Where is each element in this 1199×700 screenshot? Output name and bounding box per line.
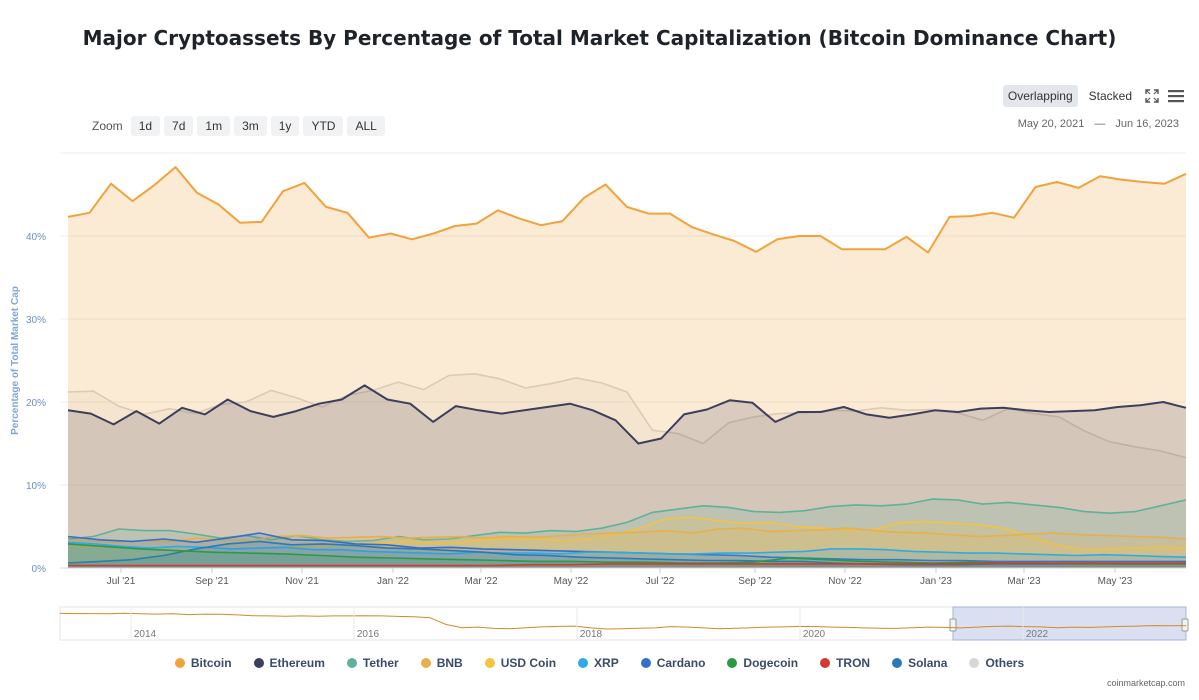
dogecoin-dot-icon	[727, 658, 738, 668]
dogecoin-area	[68, 543, 1186, 568]
ethereum-dot-icon	[253, 658, 264, 668]
legend-label: USD Coin	[500, 656, 557, 670]
x-tick-label: Mar '22	[464, 576, 497, 587]
tether-line	[67, 498, 1187, 543]
chart-mode-toolbar: Overlapping Stacked	[1002, 85, 1185, 107]
overlapping-button[interactable]: Overlapping	[1002, 85, 1078, 107]
x-tick-label: May '22	[554, 576, 589, 587]
x-tick-label: Jul '21	[107, 576, 136, 587]
navigator-handle-left	[949, 618, 957, 632]
cardano-dot-icon	[640, 658, 651, 668]
bitcoin-area	[68, 167, 1186, 568]
navigator-tick-label: 2020	[803, 629, 826, 640]
x-tick-label: Sep '22	[738, 576, 772, 587]
stacked-button[interactable]: Stacked	[1088, 89, 1132, 103]
tether-dot-icon	[346, 658, 357, 668]
zoom-1d-button[interactable]: 1d	[130, 116, 161, 136]
zoom-ytd-button[interactable]: YTD	[303, 116, 344, 136]
zoom-1m-button[interactable]: 1m	[197, 116, 231, 136]
chart-title: Major Cryptoassets By Percentage of Tota…	[82, 26, 1117, 50]
legend-item-usdcoin[interactable]: USD Coin	[484, 656, 557, 670]
usdcoin-area	[68, 517, 1186, 568]
dominance-chart: 0% 10% 20% 30% 40% Percentage of Total Market…	[10, 152, 1189, 641]
credit-text: coinmarketcap.com	[1106, 678, 1185, 688]
solana-area	[68, 541, 1186, 568]
bnb-dot-icon	[420, 658, 431, 668]
solana-dot-icon	[892, 658, 903, 668]
tron-dot-icon	[820, 658, 831, 668]
x-tick-label: May '23	[1098, 576, 1133, 587]
chart-legend: Bitcoin Ethereum Tether BNB USD Coin XRP…	[0, 656, 1199, 670]
cardano-area	[68, 533, 1186, 568]
y-tick-label: 40%	[26, 232, 46, 243]
legend-item-bitcoin[interactable]: Bitcoin	[174, 656, 232, 670]
navigator-frame	[59, 606, 1187, 641]
navigator-tick-label: 2018	[580, 629, 603, 640]
date-range: May 20, 2021 — Jun 16, 2023	[1018, 118, 1179, 130]
legend-item-dogecoin[interactable]: Dogecoin	[727, 656, 798, 670]
navigator-handle-right	[1181, 618, 1189, 632]
others-line	[67, 373, 1187, 459]
solana-line	[67, 540, 1187, 566]
navigator-tick-label: 2022	[1026, 629, 1049, 640]
legend-item-ethereum[interactable]: Ethereum	[253, 656, 325, 670]
legend-item-cardano[interactable]: Cardano	[640, 656, 706, 670]
legend-item-others[interactable]: Others	[969, 656, 1024, 670]
legend-label: Bitcoin	[190, 656, 232, 670]
zoom-bar: Zoom 1d 7d 1m 3m 1y YTD ALL	[92, 116, 385, 136]
xrp-dot-icon	[578, 658, 589, 668]
zoom-1y-button[interactable]: 1y	[270, 116, 300, 136]
date-to-input[interactable]: Jun 16, 2023	[1115, 118, 1179, 130]
zoom-all-button[interactable]: ALL	[347, 116, 385, 136]
zoom-7d-button[interactable]: 7d	[164, 116, 194, 136]
legend-label: XRP	[594, 656, 619, 670]
y-tick-label: 30%	[26, 315, 46, 326]
zoom-3m-button[interactable]: 3m	[234, 116, 267, 136]
others-area	[68, 373, 1186, 568]
bitcoin-dot-icon	[174, 658, 185, 668]
legend-label: Ethereum	[269, 656, 325, 670]
legend-label: Solana	[908, 656, 948, 670]
legend-label: Dogecoin	[743, 656, 799, 670]
legend-item-tron[interactable]: TRON	[820, 656, 870, 670]
date-from-input[interactable]: May 20, 2021	[1017, 118, 1085, 130]
fullscreen-icon[interactable]	[1143, 87, 1161, 105]
date-separator: —	[1094, 118, 1106, 130]
x-tick-label: Jul '22	[646, 576, 675, 587]
y-tick-label: 10%	[26, 481, 46, 492]
x-tick-label: Jan '23	[920, 576, 952, 587]
legend-label: Tether	[362, 656, 399, 670]
y-axis-label: Percentage of Total Market Cap	[10, 286, 21, 435]
x-tick-label: Nov '21	[285, 576, 319, 587]
x-tick-label: Nov '22	[828, 576, 862, 587]
x-tick-label: Jan '22	[377, 576, 409, 587]
usdcoin-dot-icon	[484, 658, 495, 668]
legend-item-bnb[interactable]: BNB	[420, 656, 463, 670]
tron-line	[68, 562, 1186, 567]
legend-item-solana[interactable]: Solana	[892, 656, 947, 670]
x-tick-label: Mar '23	[1007, 576, 1040, 587]
xrp-line	[67, 541, 1187, 558]
menu-icon[interactable]	[1167, 87, 1185, 105]
legend-label: TRON	[836, 656, 871, 670]
legend-label: Others	[985, 656, 1025, 670]
x-tick-label: Sep '21	[195, 576, 229, 587]
navigator-tick-label: 2014	[134, 629, 157, 640]
legend-item-tether[interactable]: Tether	[346, 656, 399, 670]
bitcoin-line	[67, 166, 1187, 254]
navigator-tick-label: 2016	[357, 629, 380, 640]
others-dot-icon	[969, 658, 980, 668]
y-tick-label: 20%	[26, 398, 46, 409]
ethereum-line	[67, 384, 1187, 445]
legend-item-xrp[interactable]: XRP	[578, 656, 619, 670]
navigator-selection	[952, 606, 1187, 641]
navigator-line	[59, 612, 1187, 630]
legend-label: BNB	[436, 656, 463, 670]
y-tick-label: 0%	[32, 564, 47, 575]
zoom-label: Zoom	[92, 119, 123, 133]
xrp-area	[68, 542, 1186, 568]
bnb-line	[67, 527, 1187, 544]
legend-label: Cardano	[656, 656, 706, 670]
